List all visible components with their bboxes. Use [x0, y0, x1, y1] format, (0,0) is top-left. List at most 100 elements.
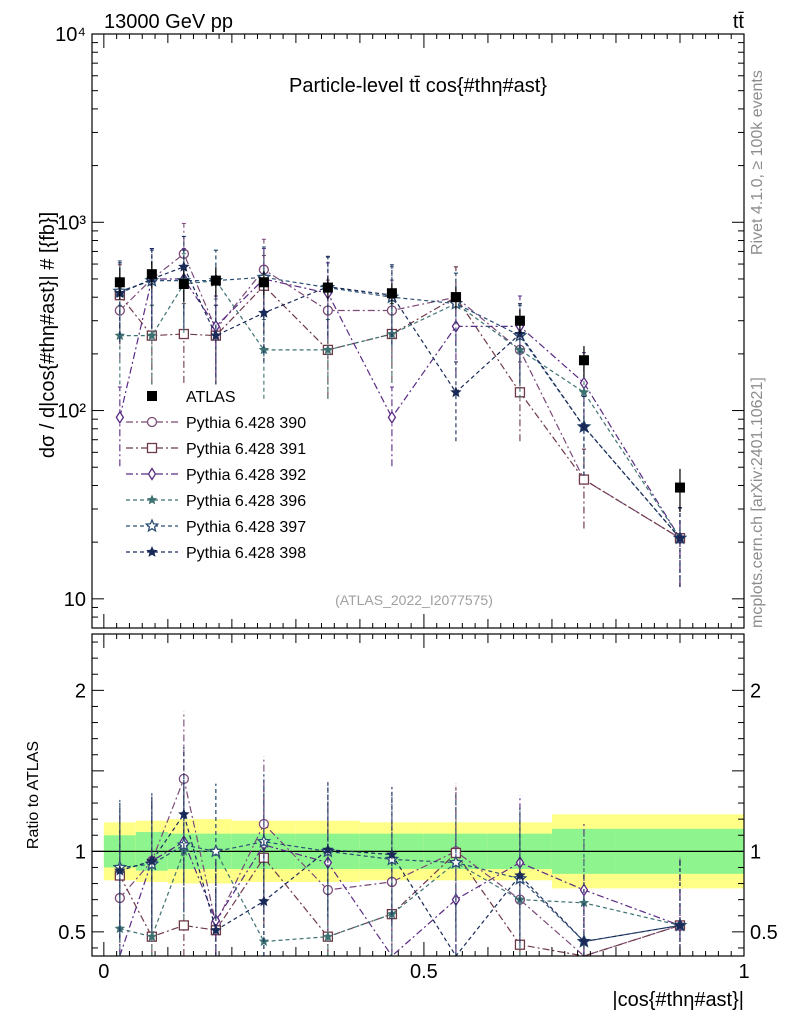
legend-marker [146, 546, 158, 557]
series-marker [258, 344, 270, 355]
process-label: tt̄ [733, 11, 745, 33]
ratio-marker [208, 843, 224, 858]
ratio-marker [178, 920, 190, 931]
y-tick-label: 10² [57, 401, 86, 423]
legend-marker [146, 494, 158, 505]
legend-entry-6: Pythia 6.428 398 [126, 545, 306, 562]
ratio-marker [210, 924, 222, 936]
ratio-y-tick-label: 0.5 [58, 922, 86, 944]
plot-title: Particle-level tt̄ cos{#thη#ast} [289, 75, 547, 97]
ratio-marker [146, 855, 158, 866]
series-marker [115, 410, 125, 425]
ratio-y-tick-label-right: 0.5 [750, 922, 778, 944]
data-marker [674, 482, 685, 493]
series-marker [258, 306, 270, 318]
main-panel-series [112, 222, 688, 588]
data-marker [386, 288, 397, 299]
y-tick-label: 10³ [57, 212, 86, 234]
ratio-panel-bands [92, 814, 744, 889]
series-marker [178, 260, 190, 272]
series-marker [578, 386, 590, 397]
ratio-marker [178, 808, 190, 820]
rivet-label: Rivet 4.1.0, ≥ 100k events [749, 70, 766, 255]
mcplots-label: mcplots.cern.ch [arXiv:2401.10621] [749, 377, 766, 628]
legend-marker [147, 391, 157, 401]
legend-marker [146, 442, 158, 454]
ratio-marker [578, 897, 590, 908]
legend-entry-data: ATLAS [147, 389, 236, 406]
analysis-tag: (ATLAS_2022_I2077575) [335, 592, 493, 608]
ratio-y-tick-label-right: 1 [750, 841, 761, 863]
legend-label: ATLAS [186, 389, 236, 406]
legend-label: Pythia 6.428 390 [186, 415, 306, 432]
legend-label: Pythia 6.428 398 [186, 545, 306, 562]
legend-entry-5: Pythia 6.428 397 [126, 518, 306, 536]
series-marker [387, 410, 397, 425]
legend: ATLAS Pythia 6.428 390 Pythia 6.428 391 Pyt… [126, 389, 306, 562]
data-marker [514, 315, 525, 326]
ratio-line [119, 812, 681, 958]
x-tick-label: 1 [738, 961, 749, 983]
series-marker [322, 344, 334, 355]
legend-entry-2: Pythia 6.428 391 [126, 441, 306, 458]
data-marker [578, 355, 589, 366]
y-axis-title-ratio: Ratio to ATLAS [25, 741, 42, 849]
ratio-series-6 [114, 746, 686, 958]
data-marker [450, 292, 461, 303]
ratio-line [119, 852, 681, 957]
legend-entry-3: Pythia 6.428 392 [126, 467, 306, 484]
data-marker [258, 277, 269, 288]
ratio-marker [386, 848, 398, 860]
ratio-y-tick-label: 2 [75, 680, 86, 702]
ratio-marker [578, 935, 590, 947]
ratio-line [119, 841, 681, 943]
series-marker [578, 420, 590, 432]
legend-entry-4: Pythia 6.428 396 [126, 493, 306, 510]
y-tick-label: 10 [64, 589, 86, 611]
data-marker [210, 275, 221, 286]
data-marker [114, 277, 125, 288]
legend-label: Pythia 6.428 392 [186, 467, 306, 484]
ratio-frame [91, 633, 745, 957]
legend-label: Pythia 6.428 397 [186, 519, 306, 536]
ratio-marker [514, 869, 526, 881]
x-axis-title: |cos{#thη#ast}| [612, 989, 744, 1011]
x-tick-label: 0.5 [410, 961, 438, 983]
legend-marker [146, 416, 158, 428]
ratio-y-tick-label: 1 [75, 841, 86, 863]
series-marker [146, 330, 158, 341]
ratio-y-tick-label-right: 2 [750, 680, 761, 702]
series-marker [210, 329, 222, 341]
legend-label: Pythia 6.428 396 [186, 493, 306, 510]
x-tick-label: 0 [98, 961, 109, 983]
data-series [114, 261, 685, 512]
series-marker [451, 319, 461, 334]
legend-label: Pythia 6.428 391 [186, 441, 306, 458]
ratio-line [119, 776, 681, 957]
ratio-marker [114, 864, 126, 876]
series-marker [114, 330, 126, 341]
series-marker [578, 474, 590, 485]
ratio-panel-series [112, 711, 688, 958]
ratio-marker [322, 843, 334, 855]
ratio-marker [322, 931, 334, 942]
data-marker [178, 279, 189, 290]
data-marker [322, 282, 333, 293]
legend-marker [147, 467, 157, 481]
legend-marker [144, 518, 160, 533]
ratio-marker [146, 931, 158, 942]
series-marker [674, 532, 686, 543]
ratio-marker [258, 895, 270, 907]
energy-label: 13000 GeV pp [104, 11, 233, 33]
main-frame [91, 33, 745, 629]
y-tick-label: 10⁴ [55, 24, 86, 46]
series-marker [450, 386, 462, 398]
legend-entry-1: Pythia 6.428 390 [126, 415, 306, 432]
y-axis-title-main: dσ / d|cos{#thη#ast}| # [{fb}] [37, 212, 59, 458]
ratio-marker [674, 919, 686, 931]
data-marker [146, 269, 157, 280]
ratio-marker [448, 854, 464, 869]
